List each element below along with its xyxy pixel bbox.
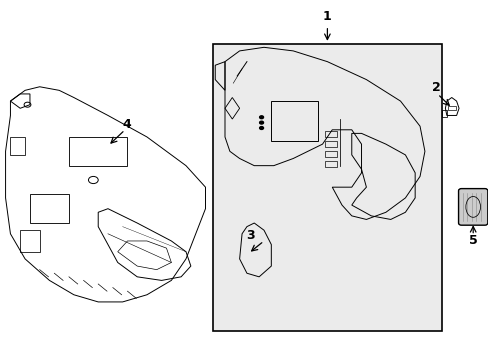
Text: 2: 2 — [431, 81, 440, 94]
Circle shape — [259, 121, 263, 124]
Text: 5: 5 — [468, 234, 477, 247]
Bar — [325, 151, 336, 157]
Bar — [325, 161, 336, 167]
Text: 1: 1 — [323, 10, 331, 23]
Circle shape — [259, 127, 263, 130]
Text: 4: 4 — [122, 118, 131, 131]
Bar — [212, 44, 441, 330]
Circle shape — [259, 116, 263, 119]
Bar — [325, 141, 336, 147]
Bar — [447, 107, 455, 110]
Bar — [325, 131, 336, 137]
FancyBboxPatch shape — [458, 189, 487, 225]
Text: 3: 3 — [245, 229, 254, 242]
